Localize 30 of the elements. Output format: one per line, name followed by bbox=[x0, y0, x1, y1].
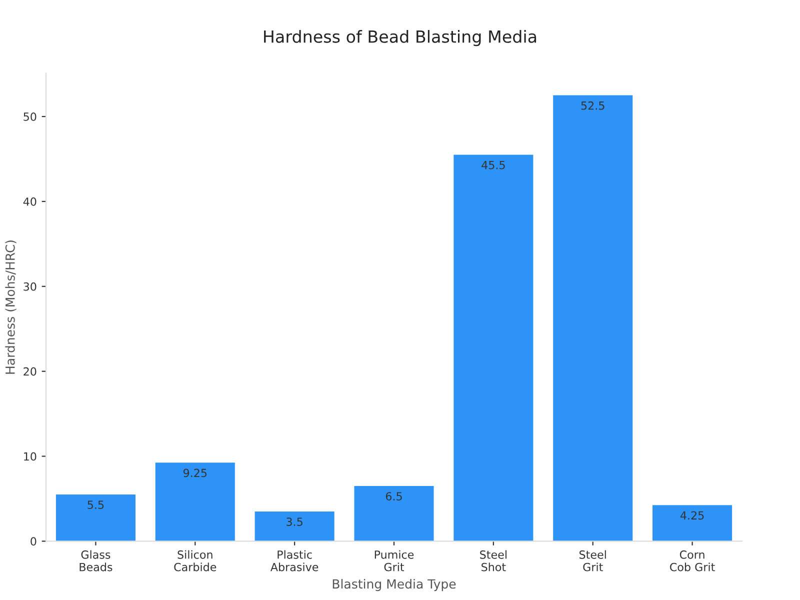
bar bbox=[354, 486, 434, 542]
bar bbox=[56, 494, 136, 542]
bar bbox=[652, 505, 732, 542]
x-tick-label: Steel Grit bbox=[580, 550, 606, 572]
bar bbox=[254, 511, 334, 542]
x-tick-label: Glass Beads bbox=[80, 550, 112, 572]
y-tick-label: 40 bbox=[23, 197, 36, 206]
data-label: 3.5 bbox=[286, 518, 302, 526]
x-tick-label: Plastic Abrasive bbox=[270, 550, 318, 572]
bar bbox=[454, 154, 534, 542]
bar bbox=[553, 95, 633, 542]
y-tick-label: 0 bbox=[30, 537, 36, 546]
data-label: 9.25 bbox=[183, 468, 207, 478]
y-tick-label: 20 bbox=[24, 367, 36, 376]
data-label: 5.5 bbox=[88, 500, 104, 509]
data-label: 45.5 bbox=[482, 160, 505, 170]
y-tick-label: 50 bbox=[24, 112, 36, 121]
data-label: 4.25 bbox=[680, 511, 704, 520]
y-tick-label: 30 bbox=[24, 282, 36, 291]
bar bbox=[155, 462, 235, 542]
y-tick-label: 10 bbox=[24, 452, 36, 461]
x-axis-title: Blasting Media Type bbox=[332, 578, 456, 592]
data-label: 6.5 bbox=[386, 492, 402, 501]
x-tick-label: Corn Cob Grit bbox=[670, 550, 715, 572]
y-axis-title: Hardness (Mohs/HRC) bbox=[5, 240, 16, 374]
data-label: 52.5 bbox=[581, 101, 604, 110]
x-tick-label: Pumice Grit bbox=[374, 550, 414, 572]
chart-title: Hardness of Bead Blasting Media bbox=[264, 30, 536, 46]
x-tick-label: Silicon Carbide bbox=[174, 550, 216, 572]
x-tick-label: Steel Shot bbox=[480, 550, 506, 572]
